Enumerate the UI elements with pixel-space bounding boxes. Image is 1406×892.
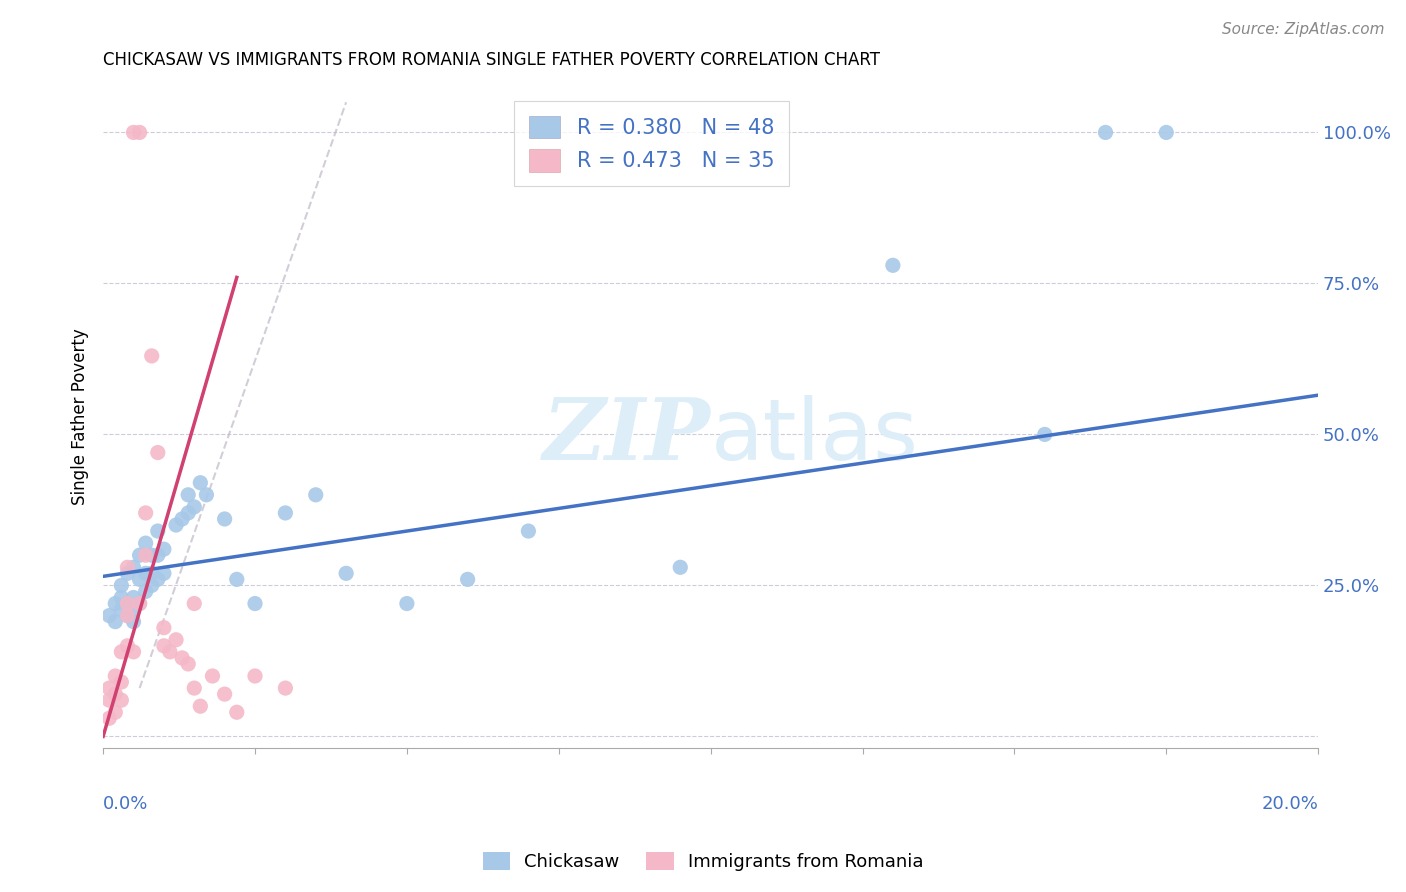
Point: [183, 597, 205, 611]
Point: [225, 573, 247, 587]
Point: [110, 578, 132, 592]
Point: [135, 536, 157, 550]
Point: [117, 566, 139, 581]
Point: [122, 602, 145, 616]
Text: CHICKASAW VS IMMIGRANTS FROM ROMANIA SINGLE FATHER POVERTY CORRELATION CHART: CHICKASAW VS IMMIGRANTS FROM ROMANIA SIN…: [103, 51, 880, 69]
Point: [517, 524, 540, 538]
Point: [882, 258, 904, 272]
Point: [195, 488, 218, 502]
Point: [104, 615, 127, 629]
Point: [146, 573, 169, 587]
Point: [122, 591, 145, 605]
Point: [128, 548, 150, 562]
Point: [128, 597, 150, 611]
Point: [122, 125, 145, 139]
Point: [214, 512, 236, 526]
Point: [669, 560, 692, 574]
Point: [183, 681, 205, 695]
Point: [135, 506, 157, 520]
Point: [153, 639, 176, 653]
Point: [305, 488, 328, 502]
Point: [177, 488, 200, 502]
Point: [214, 687, 236, 701]
Text: 0.0%: 0.0%: [103, 795, 149, 813]
Point: [128, 125, 150, 139]
Point: [135, 584, 157, 599]
Point: [177, 657, 200, 671]
Point: [183, 500, 205, 514]
Point: [1154, 125, 1177, 139]
Point: [188, 699, 211, 714]
Point: [104, 669, 127, 683]
Point: [135, 548, 157, 562]
Point: [110, 693, 132, 707]
Point: [128, 573, 150, 587]
Point: [104, 687, 127, 701]
Point: [225, 705, 247, 719]
Point: [146, 524, 169, 538]
Point: [177, 506, 200, 520]
Point: [128, 597, 150, 611]
Point: [172, 651, 194, 665]
Point: [201, 669, 224, 683]
Text: ZIP: ZIP: [543, 394, 710, 478]
Point: [117, 608, 139, 623]
Point: [110, 645, 132, 659]
Point: [188, 475, 211, 490]
Point: [122, 645, 145, 659]
Point: [98, 711, 121, 725]
Point: [117, 560, 139, 574]
Point: [274, 681, 297, 695]
Point: [172, 512, 194, 526]
Point: [104, 597, 127, 611]
Point: [135, 566, 157, 581]
Point: [98, 693, 121, 707]
Point: [274, 506, 297, 520]
Point: [153, 542, 176, 557]
Text: atlas: atlas: [710, 395, 918, 478]
Point: [141, 566, 163, 581]
Point: [117, 597, 139, 611]
Point: [243, 597, 266, 611]
Point: [159, 645, 181, 659]
Point: [1094, 125, 1116, 139]
Point: [110, 602, 132, 616]
Point: [117, 639, 139, 653]
Point: [141, 578, 163, 592]
Point: [98, 608, 121, 623]
Point: [98, 681, 121, 695]
Point: [117, 597, 139, 611]
Legend: Chickasaw, Immigrants from Romania: Chickasaw, Immigrants from Romania: [475, 845, 931, 879]
Point: [153, 621, 176, 635]
Point: [146, 548, 169, 562]
Point: [141, 349, 163, 363]
Point: [146, 445, 169, 459]
Point: [110, 591, 132, 605]
Point: [395, 597, 418, 611]
Point: [104, 705, 127, 719]
Point: [243, 669, 266, 683]
Point: [1033, 427, 1056, 442]
Point: [122, 615, 145, 629]
Text: 20.0%: 20.0%: [1261, 795, 1319, 813]
Point: [457, 573, 479, 587]
Point: [141, 548, 163, 562]
Point: [165, 632, 187, 647]
Y-axis label: Single Father Poverty: Single Father Poverty: [72, 328, 89, 505]
Point: [335, 566, 357, 581]
Point: [117, 608, 139, 623]
Point: [110, 675, 132, 690]
Text: Source: ZipAtlas.com: Source: ZipAtlas.com: [1222, 22, 1385, 37]
Point: [122, 560, 145, 574]
Point: [153, 566, 176, 581]
Point: [165, 518, 187, 533]
Legend: R = 0.380   N = 48, R = 0.473   N = 35: R = 0.380 N = 48, R = 0.473 N = 35: [515, 101, 789, 186]
